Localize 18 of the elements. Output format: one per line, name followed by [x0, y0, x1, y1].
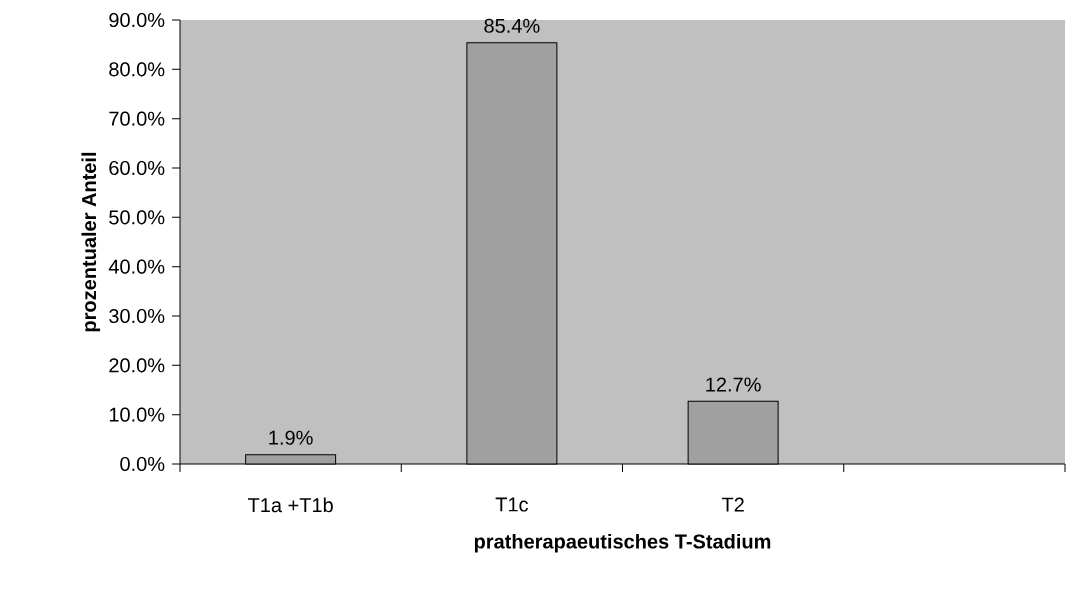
data-label: 85.4%	[484, 18, 540, 33]
data-label: 12.7%	[706, 377, 761, 392]
y-tick-label: 80.0%	[109, 62, 165, 77]
data-label: 1.9%	[269, 430, 313, 445]
y-tick-label: 70.0%	[109, 111, 165, 126]
y-tick-label: 20.0%	[109, 358, 165, 373]
y-tick-label: 0.0%	[120, 456, 165, 472]
y-axis-title: prozentualer Anteil	[81, 152, 101, 332]
x-tick-label: T1a +T1b	[247, 497, 333, 513]
y-tick-label: 40.0%	[108, 259, 165, 274]
x-axis-title: pratherapaeutisches T-Stadium	[474, 533, 771, 553]
y-tick-label: 30.0%	[109, 308, 165, 324]
y-tick-label: 60.0%	[109, 160, 165, 176]
y-tick-label: 10.0%	[109, 407, 165, 422]
y-tick-label: 90.0%	[109, 12, 165, 28]
x-tick-label: T1c	[495, 497, 529, 512]
x-tick-label: T2	[721, 497, 744, 512]
y-tick-label: 50.0%	[109, 210, 165, 225]
